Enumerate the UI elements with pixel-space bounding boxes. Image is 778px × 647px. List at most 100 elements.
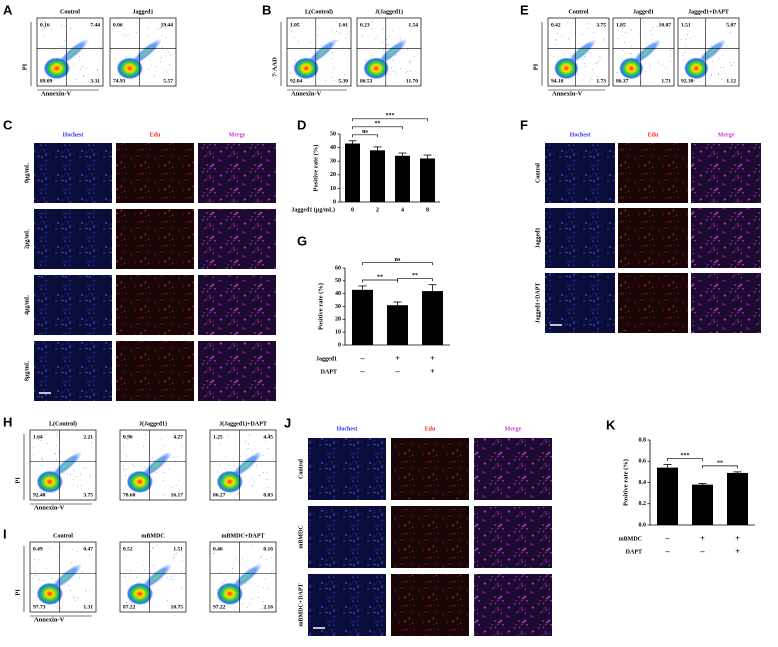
event-tail [307, 39, 338, 65]
event-cloud [293, 57, 320, 80]
micrograph [545, 273, 615, 333]
event-dot [132, 64, 134, 66]
event-dot [246, 607, 248, 609]
y-tick-label: 30 [330, 159, 336, 165]
event-tail [230, 451, 262, 479]
event-dot [710, 73, 712, 75]
event-dot [89, 589, 90, 591]
event-dot [143, 445, 144, 447]
quadrant-value: 86.37 [616, 78, 629, 84]
significance-label: *** [386, 113, 395, 119]
event-dot [163, 445, 164, 447]
event-dot [115, 58, 117, 60]
event-dot [263, 455, 264, 457]
event-dot [695, 62, 697, 64]
event-dot [73, 469, 75, 471]
event-dot [32, 577, 34, 579]
y-tick-label: 0.0 [639, 522, 647, 528]
event-dot [591, 52, 592, 54]
event-dot [364, 59, 366, 61]
event-dot [79, 56, 81, 57]
event-dot [80, 485, 82, 486]
event-dot [267, 487, 269, 489]
quadrant-value: 0.52 [123, 546, 133, 552]
event-dot [217, 438, 219, 440]
quadrant-value: 94.10 [551, 78, 564, 84]
event-dot [51, 578, 53, 580]
event-dot [82, 66, 83, 68]
event-dot [331, 30, 333, 31]
column-header: Merge [229, 132, 246, 138]
event-dot [73, 65, 75, 67]
row-label: 4μg/mL [24, 295, 30, 315]
y-tick-label: 60 [335, 265, 341, 271]
event-dot [161, 35, 163, 37]
panel-letter: C [3, 117, 13, 132]
event-dot [294, 36, 295, 38]
event-dot [321, 44, 322, 46]
event-dot [653, 46, 655, 48]
quadrant-value: 0.16 [40, 22, 50, 28]
event-dot [152, 592, 154, 594]
event-dot [148, 602, 150, 604]
event-dot [389, 44, 391, 46]
event-dot [616, 71, 618, 73]
x-tick-label: 4 [401, 207, 404, 213]
bar [692, 484, 713, 525]
event-dot [228, 601, 229, 602]
event-dot [66, 473, 68, 475]
event-dot [173, 433, 175, 435]
event-dot [41, 465, 43, 467]
event-dot [700, 63, 702, 65]
event-cloud [554, 57, 579, 80]
event-dot [122, 435, 124, 437]
event-dot [266, 472, 268, 474]
panel-letter: J [284, 415, 291, 430]
y-tick-label: 30 [335, 304, 341, 310]
event-dot [69, 474, 71, 476]
event-dot [32, 454, 34, 456]
event-dot [51, 588, 53, 590]
event-dot [42, 591, 43, 593]
event-dot [147, 68, 149, 70]
event-dot [604, 39, 606, 41]
event-dot [61, 545, 63, 547]
event-dot [264, 578, 266, 580]
column-header: Merge [718, 132, 735, 138]
event-dot [235, 558, 237, 559]
significance-label: ** [412, 273, 418, 279]
event-dot [624, 41, 626, 43]
micrograph [198, 341, 276, 401]
event-dot [166, 71, 168, 73]
event-dot [377, 57, 379, 59]
event-dot [289, 72, 291, 74]
event-dot [603, 38, 605, 40]
x-tick-label: 0 [351, 207, 354, 213]
event-dot [122, 465, 124, 467]
event-dot [60, 45, 62, 47]
event-dot [645, 71, 647, 73]
bar [370, 150, 385, 202]
event-cloud [619, 57, 644, 80]
event-dot [166, 23, 168, 25]
quadrant-value: 92.40 [33, 492, 46, 498]
quadrant-value: 10.07 [659, 22, 672, 28]
event-dot [89, 554, 91, 556]
event-dot [345, 37, 346, 39]
event-dot [131, 464, 133, 466]
event-dot [149, 59, 151, 61]
event-dot [375, 39, 377, 41]
event-dot [132, 62, 134, 64]
event-dot [711, 60, 713, 62]
event-dot [160, 438, 162, 440]
event-dot [382, 28, 384, 30]
event-dot [173, 554, 175, 556]
event-dot [88, 81, 89, 82]
event-dot [410, 60, 412, 62]
event-dot [68, 584, 70, 586]
y-tick-label: 0.2 [639, 501, 647, 507]
quadrant-value: 0.06 [113, 22, 123, 28]
event-dot [167, 51, 169, 53]
event-dot [179, 479, 181, 481]
event-dot [148, 26, 150, 28]
